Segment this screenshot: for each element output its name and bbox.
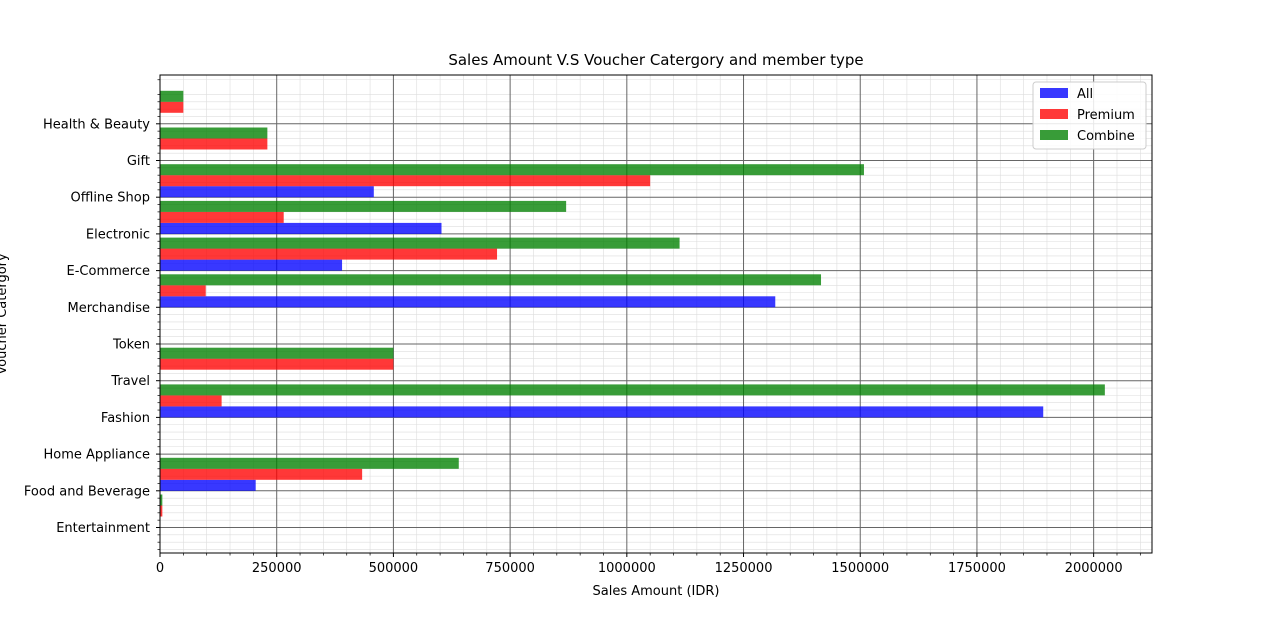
y-tick-label: Entertainment <box>56 521 150 536</box>
bar-premium <box>160 248 498 260</box>
x-tick-label: 2000000 <box>1065 561 1123 576</box>
plot-frame <box>159 74 1153 554</box>
legend-swatch <box>1040 109 1068 119</box>
x-tick-label: 1250000 <box>715 561 773 576</box>
x-tick-label: 1500000 <box>831 561 889 576</box>
bar-all <box>160 296 776 308</box>
bar-combine <box>160 274 822 286</box>
bar-premium <box>160 175 651 187</box>
y-tick-label: Gift <box>127 154 150 169</box>
bars-layer <box>160 90 1105 517</box>
bar-combine <box>160 127 268 139</box>
bar-all <box>160 479 256 491</box>
legend-label: All <box>1077 87 1093 102</box>
legend-label: Premium <box>1077 108 1135 123</box>
y-tick-label: E-Commerce <box>67 264 150 279</box>
legend-swatch <box>1040 130 1068 140</box>
grid-layer <box>159 75 1152 553</box>
bar-premium <box>160 358 394 370</box>
bar-combine <box>160 164 864 176</box>
x-tick-label: 250000 <box>252 561 302 576</box>
y-tick-label: Health & Beauty <box>43 117 150 132</box>
bar-premium <box>160 505 163 517</box>
bar-premium <box>160 395 222 407</box>
y-tick-label: Home Appliance <box>44 448 151 463</box>
y-tick-label: Fashion <box>101 411 150 426</box>
bar-combine <box>160 237 680 249</box>
bar-premium <box>160 138 268 150</box>
x-tick-label: 1750000 <box>948 561 1006 576</box>
y-tick-label: Food and Beverage <box>24 484 150 499</box>
y-tick-label: Travel <box>110 374 150 389</box>
x-tick-label: 500000 <box>369 561 419 576</box>
x-tick-label: 1000000 <box>598 561 656 576</box>
bar-all <box>160 186 374 198</box>
y-tick-label: Electronic <box>86 227 150 242</box>
bar-combine <box>160 494 163 506</box>
bar-all <box>160 222 442 234</box>
bar-combine <box>160 347 394 359</box>
x-axis-title: Sales Amount (IDR) <box>593 584 720 599</box>
bar-all <box>160 259 343 271</box>
bar-premium <box>160 468 363 480</box>
bar-all <box>160 406 1044 418</box>
chart-title: Sales Amount V.S Voucher Catergory and m… <box>448 51 863 69</box>
bar-premium <box>160 285 206 297</box>
y-axis-title: Voucher Catergory <box>0 253 10 375</box>
y-tick-label: Offline Shop <box>71 191 150 206</box>
legend-swatch <box>1040 88 1068 98</box>
y-tick-label: Merchandise <box>67 301 150 316</box>
bar-combine <box>160 90 184 102</box>
legend: All Premium Combine <box>1032 81 1147 150</box>
bar-combine <box>160 384 1105 396</box>
legend-label: Combine <box>1077 129 1135 144</box>
ticks-layer: 0 250000 500000 750000 1000000 1250000 1500000… <box>24 79 1141 576</box>
x-tick-label: 750000 <box>485 561 535 576</box>
bar-combine <box>160 457 459 469</box>
bar-premium <box>160 211 284 223</box>
bar-premium <box>160 101 184 113</box>
x-tick-label: 0 <box>156 561 164 576</box>
y-tick-label: Token <box>112 338 150 353</box>
bar-combine <box>160 200 567 212</box>
